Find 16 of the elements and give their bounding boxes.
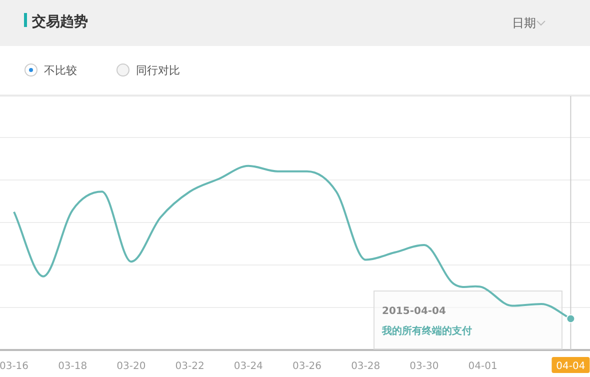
- x-tick-label: 03-16: [0, 361, 29, 372]
- annotation: 我的所有终端的支付: [381, 325, 472, 337]
- annotation: 2015-04-04: [382, 306, 446, 317]
- text: 同行对比: [136, 64, 180, 77]
- x-tick-label: 03-18: [58, 361, 88, 372]
- x-tick-label: 03-22: [175, 361, 204, 372]
- x-tick-label: 03-30: [410, 361, 439, 372]
- x-tick-label: 03-24: [234, 361, 263, 372]
- x-tick-label: 03-20: [116, 361, 146, 372]
- text: 日期: [512, 16, 536, 30]
- text: 不比较: [44, 64, 77, 77]
- x-tick-label: 04-04: [556, 361, 586, 372]
- x-tick-label: 03-26: [292, 361, 322, 372]
- x-tick-label: 03-28: [351, 361, 380, 372]
- chart-title: 交易趋势: [31, 13, 88, 30]
- x-tick-label: 04-01: [468, 361, 498, 372]
